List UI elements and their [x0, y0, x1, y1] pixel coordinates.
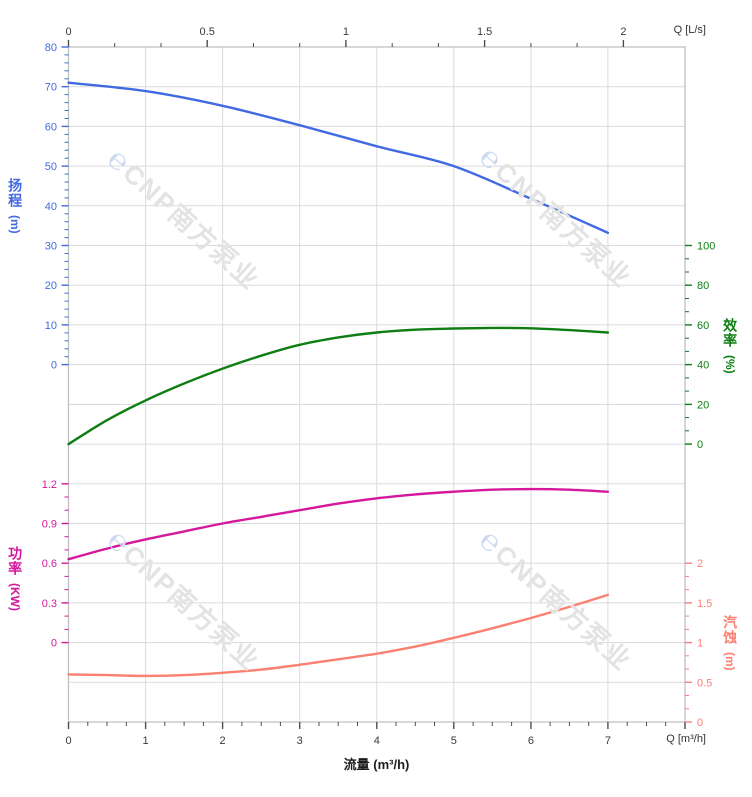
tick-label: 10 [45, 320, 57, 332]
curve-eff [67, 326, 610, 446]
tick-label: 1 [697, 638, 703, 650]
tick-label: 20 [697, 399, 709, 411]
bottom-axis-title: 流量 (m³/h) [343, 757, 410, 772]
bottom-axis-unit-label: Q [m³/h] [666, 733, 706, 745]
tick-label: 100 [697, 241, 715, 253]
tick-label: 80 [45, 42, 57, 54]
tick-label: 0 [65, 735, 71, 747]
tick-label: 0 [51, 638, 57, 650]
tick-label: 60 [45, 121, 57, 133]
curve-head [67, 81, 610, 234]
tick-label: 20 [45, 280, 57, 292]
tick-label: 7 [605, 735, 611, 747]
tick-label: 5 [451, 735, 457, 747]
tick-label: 2 [220, 735, 226, 747]
efficiency-axis-label: 效率 (%) [722, 318, 738, 374]
tick-label: 40 [45, 201, 57, 213]
npsh-axis-label: 汽蚀 (m) [722, 615, 738, 671]
tick-label: 3 [297, 735, 303, 747]
head-axis-label: 扬程 (m) [7, 178, 23, 234]
efficiency-axis-unit: (%) [723, 355, 738, 374]
gridlines [68, 47, 685, 722]
tick-label: 4 [374, 735, 380, 747]
tick-label: 1.2 [42, 479, 57, 491]
tick-label: 0 [697, 439, 703, 451]
tick-label: 0 [65, 26, 71, 38]
tick-label: 1 [343, 26, 349, 38]
head-axis: 80 70 60 50 40 30 20 10 0 [45, 42, 69, 372]
tick-label: 2 [697, 558, 703, 570]
tick-label: 40 [697, 360, 709, 372]
tick-label: 0 [51, 360, 57, 372]
power-axis-name: 功率 [7, 546, 24, 576]
tick-label: 60 [697, 320, 709, 332]
tick-label: 50 [45, 161, 57, 173]
power-axis: 1.2 0.9 0.6 0.3 0 [42, 479, 69, 650]
tick-label: 80 [697, 280, 709, 292]
tick-label: 70 [45, 82, 57, 94]
npsh-axis-unit: (m) [723, 652, 738, 671]
tick-label: 6 [528, 735, 534, 747]
head-axis-name: 扬程 [7, 178, 24, 208]
tick-label: 0.5 [697, 677, 712, 689]
efficiency-axis-name: 效率 [722, 318, 739, 348]
power-axis-label: 功率 (KW) [7, 546, 23, 611]
curve-npsh [67, 593, 610, 678]
tick-label: 0 [697, 717, 703, 729]
npsh-axis-name: 汽蚀 [722, 615, 739, 645]
tick-label: 1 [143, 735, 149, 747]
power-axis-unit: (KW) [8, 583, 23, 611]
tick-label: 2 [620, 26, 626, 38]
tick-label: 0.6 [42, 558, 57, 570]
curve-power [67, 487, 610, 561]
tick-label: 30 [45, 241, 57, 253]
tick-label: 0.3 [42, 598, 57, 610]
bottom-axis: 0 1 2 3 4 5 6 7 [65, 722, 686, 747]
tick-label: 1.5 [697, 598, 712, 610]
eff-axis: 100 80 60 40 20 0 [685, 241, 715, 451]
top-axis: 0 0.5 1 1.5 2 [65, 26, 626, 47]
tick-label: 0.9 [42, 519, 57, 531]
npsh-axis: 2 1.5 1 0.5 0 [685, 558, 712, 729]
tick-label: 0.5 [200, 26, 215, 38]
top-axis-unit-label: Q [L/s] [673, 24, 706, 36]
tick-label: 1.5 [477, 26, 492, 38]
head-axis-unit: (m) [8, 215, 23, 234]
